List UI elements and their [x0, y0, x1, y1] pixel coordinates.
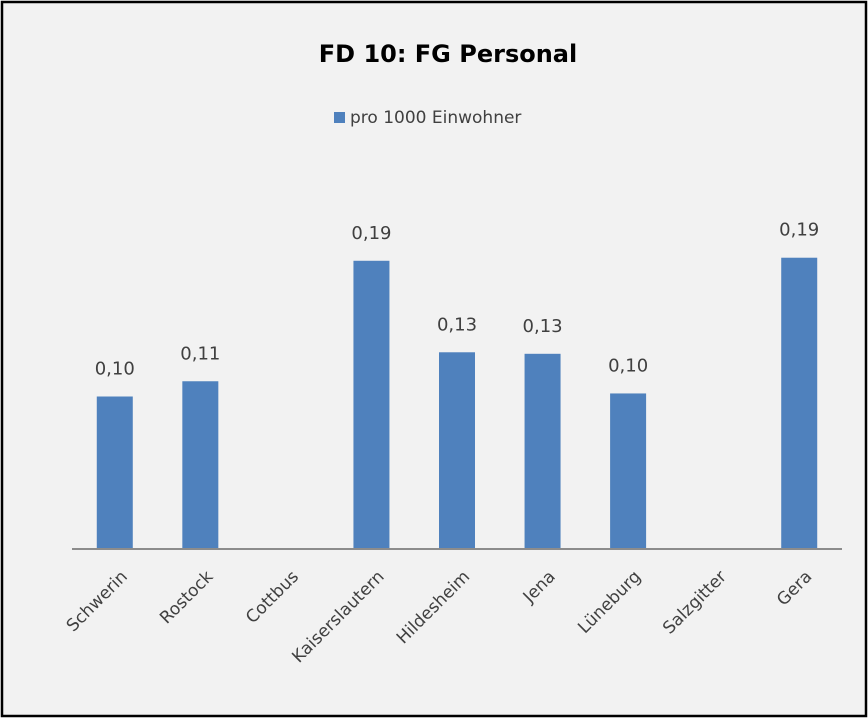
data-label: 0,13 [523, 316, 563, 337]
bar [182, 381, 219, 549]
data-label: 0,10 [95, 359, 135, 380]
bar [610, 393, 647, 549]
bar [524, 353, 561, 549]
bar [353, 260, 390, 549]
legend-label: pro 1000 Einwohner [350, 108, 521, 128]
data-label: 0,10 [608, 355, 648, 376]
bar [96, 396, 133, 549]
data-label: 0,13 [437, 314, 477, 335]
bar [781, 257, 818, 549]
legend-swatch [334, 112, 345, 123]
data-label: 0,19 [779, 220, 819, 241]
chart-title: FD 10: FG Personal [319, 40, 577, 68]
bar [439, 352, 475, 549]
data-label: 0,11 [180, 343, 220, 364]
data-label: 0,19 [351, 223, 391, 244]
